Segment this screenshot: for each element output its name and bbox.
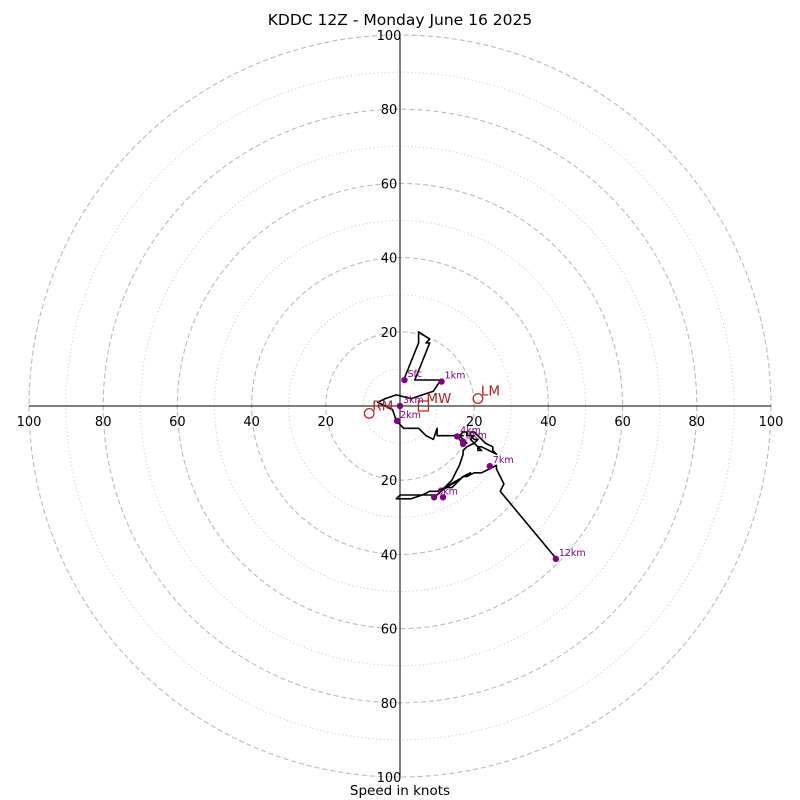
y-tick-label: 40 bbox=[381, 548, 398, 563]
height-point bbox=[401, 376, 408, 384]
y-tick-label: 80 bbox=[381, 103, 398, 118]
y-tick-label: 100 bbox=[377, 771, 402, 786]
x-tick-label: 80 bbox=[689, 415, 706, 430]
x-tick-label: 60 bbox=[614, 415, 631, 430]
x-tick-label: 40 bbox=[243, 415, 260, 430]
height-label: 1km bbox=[445, 371, 466, 382]
height-label: 4km bbox=[460, 425, 481, 436]
storm-motion-marker bbox=[472, 393, 484, 404]
tick-labels: 100 80 60 40 20 20 40 60 80 100 100 80 60 40 20 20 40 60 8… bbox=[17, 29, 784, 786]
y-tick-label: 20 bbox=[381, 474, 398, 489]
height-point bbox=[459, 440, 467, 448]
y-tick-label: 60 bbox=[381, 177, 398, 192]
x-tick-label: 40 bbox=[540, 415, 557, 430]
storm-motion-label: LM bbox=[481, 384, 500, 400]
y-tick-label: 60 bbox=[381, 623, 398, 638]
height-point bbox=[430, 494, 438, 501]
height-point bbox=[439, 494, 447, 501]
x-tick-label: 60 bbox=[169, 415, 186, 430]
height-label: 7km bbox=[493, 455, 514, 466]
height-label: 5km bbox=[466, 431, 487, 442]
storm-motion-label: RM bbox=[372, 398, 393, 414]
height-point bbox=[393, 417, 401, 425]
x-tick-label: 100 bbox=[17, 415, 42, 430]
height-point bbox=[453, 433, 461, 440]
height-label: 2km bbox=[400, 410, 421, 421]
height-point bbox=[438, 378, 445, 385]
height-label: 3km bbox=[403, 395, 424, 406]
hodograph-trace bbox=[376, 331, 557, 559]
storm-motion-marker bbox=[363, 408, 375, 419]
y-tick-label: 100 bbox=[377, 29, 402, 44]
x-tick-label: 20 bbox=[466, 415, 483, 430]
storm-motion-markers: RM LM MW bbox=[363, 384, 500, 419]
x-tick-label: 100 bbox=[759, 415, 784, 430]
y-tick-label: 20 bbox=[381, 326, 398, 341]
chart-title: KDDC 12Z - Monday June 16 2025 bbox=[267, 11, 533, 29]
storm-motion-label: MW bbox=[426, 391, 451, 407]
y-tick-label: 80 bbox=[381, 697, 398, 712]
x-axis-label: Speed in knots bbox=[349, 783, 451, 799]
height-point bbox=[486, 462, 493, 470]
height-label: 6km bbox=[437, 486, 458, 497]
y-tick-label: 40 bbox=[381, 252, 398, 267]
height-label: 12km bbox=[559, 548, 586, 559]
height-point bbox=[552, 555, 560, 563]
x-tick-label: 20 bbox=[318, 415, 335, 430]
height-point bbox=[396, 402, 404, 410]
hodograph-trace-group bbox=[376, 331, 557, 559]
mean-wind-marker bbox=[417, 400, 429, 412]
x-tick-label: 80 bbox=[95, 415, 112, 430]
height-label: Sfc bbox=[407, 369, 422, 380]
